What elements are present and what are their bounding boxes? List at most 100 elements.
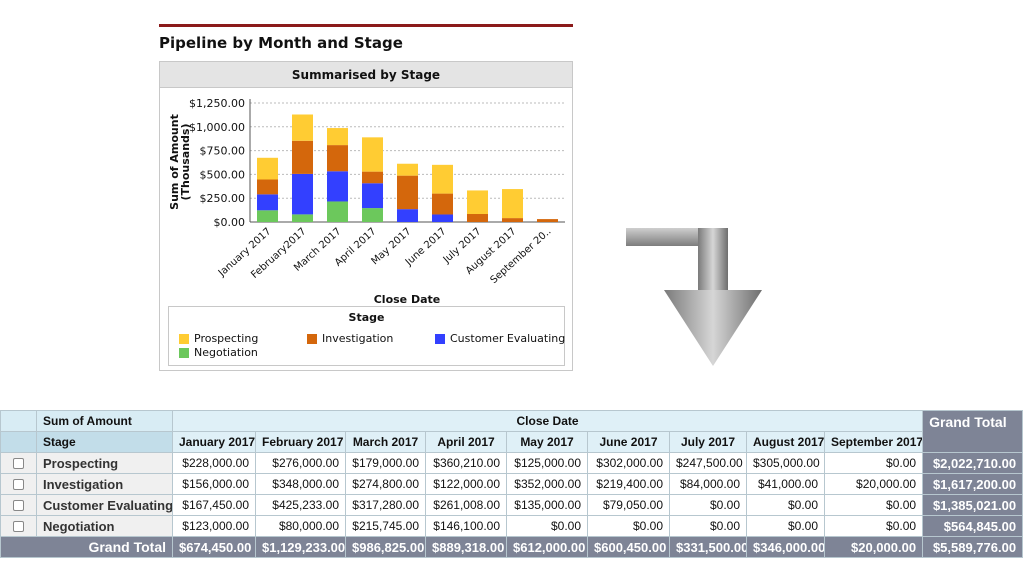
grand-total-row: Grand Total $674,450.00 $1,129,233.00 $9… xyxy=(0,536,1024,558)
table-row[interactable]: Customer Evaluating $167,450.00 $425,233.0… xyxy=(0,494,1024,516)
bar-segment-investigation xyxy=(467,214,488,222)
stage-name-cell: Investigation xyxy=(36,473,173,495)
report-title: Pipeline by Month and Stage xyxy=(159,34,403,52)
amount-cell: $425,233.00 xyxy=(255,494,346,516)
amount-cell: $0.00 xyxy=(823,515,924,537)
amount-cell: $261,008.00 xyxy=(425,494,507,516)
amount-cell: $79,050.00 xyxy=(587,494,670,516)
table-row[interactable]: Negotiation $123,000.00 $80,000.00 $215,745… xyxy=(0,515,1024,537)
amount-cell: $41,000.00 xyxy=(746,473,825,495)
amount-cell: $274,800.00 xyxy=(345,473,426,495)
bar-segment-prospecting xyxy=(467,190,488,215)
title-rule xyxy=(159,24,573,27)
checkbox-icon[interactable] xyxy=(13,479,24,491)
row-checkbox-cell[interactable] xyxy=(0,494,37,516)
chart-header: Summarised by Stage xyxy=(160,62,572,88)
amount-cell: $0.00 xyxy=(669,515,747,537)
bar-segment-customer-evaluating xyxy=(257,194,278,211)
down-turn-arrow-icon xyxy=(626,228,762,366)
pivot-body: Prospecting $228,000.00 $276,000.00 $179,00… xyxy=(0,452,1024,537)
report-panel: Pipeline by Month and Stage xyxy=(159,24,573,52)
amount-cell: $135,000.00 xyxy=(506,494,588,516)
table-row[interactable]: Investigation $156,000.00 $348,000.00 $274,… xyxy=(0,473,1024,495)
chart-legend: Stage Prospecting Investigation Customer… xyxy=(168,306,565,366)
amount-cell: $0.00 xyxy=(823,494,924,516)
table-row[interactable]: Prospecting $228,000.00 $276,000.00 $179,00… xyxy=(0,452,1024,474)
x-tick-label: September 20.. xyxy=(489,226,554,286)
bar-segment-small xyxy=(537,219,558,222)
legend-item-customer-evaluating: Customer Evaluating xyxy=(435,332,565,345)
row-grand-total-cell: $1,617,200.00 xyxy=(922,473,1024,495)
bar-segment-negotiation xyxy=(327,201,348,222)
checkbox-icon[interactable] xyxy=(13,500,24,512)
stage-header: Stage xyxy=(36,431,173,453)
legend-swatch xyxy=(435,333,445,344)
amount-cell: $146,100.00 xyxy=(425,515,507,537)
pivot-table: Sum of Amount Close Date Grand Total Sta… xyxy=(0,410,1024,558)
month-header: May 2017 xyxy=(506,431,588,453)
table-header-row-2: Stage January 2017 February 2017 March 2… xyxy=(0,431,1023,453)
legend-item-prospecting: Prospecting xyxy=(179,332,258,345)
amount-cell: $228,000.00 xyxy=(172,452,256,474)
stage-name-cell: Prospecting xyxy=(36,452,173,474)
stage-name-cell: Negotiation xyxy=(36,515,173,537)
sum-of-amount-header: Sum of Amount xyxy=(36,410,173,432)
row-checkbox-cell[interactable] xyxy=(0,473,37,495)
month-header: April 2017 xyxy=(425,431,507,453)
legend-label: Investigation xyxy=(322,332,394,345)
stacked-bar-chart: $1,250.00 $1,000.00 $750.00 $500.00 $250.00 $… xyxy=(168,97,565,306)
close-date-header: Close Date xyxy=(171,410,924,432)
amount-cell: $0.00 xyxy=(587,515,670,537)
amount-cell: $360,210.00 xyxy=(425,452,507,474)
legend-label: Customer Evaluating xyxy=(450,332,566,345)
legend-label: Prospecting xyxy=(194,332,259,345)
bar-segment-investigation xyxy=(327,145,348,172)
amount-cell: $0.00 xyxy=(746,515,825,537)
grand-total-cell: $1,129,233.00 xyxy=(255,536,346,558)
amount-cell: $123,000.00 xyxy=(172,515,256,537)
amount-cell: $219,400.00 xyxy=(587,473,670,495)
amount-cell: $348,000.00 xyxy=(255,473,346,495)
grand-total-cell: $331,500.00 xyxy=(669,536,747,558)
header-spacer xyxy=(0,410,37,432)
header-spacer xyxy=(0,431,37,453)
month-header: February 2017 xyxy=(255,431,346,453)
grand-total-cell: $889,318.00 xyxy=(425,536,507,558)
row-grand-total-cell: $564,845.00 xyxy=(922,515,1024,537)
bar-segment-customer-evaluating xyxy=(292,173,313,215)
amount-cell: $302,000.00 xyxy=(587,452,670,474)
amount-cell: $352,000.00 xyxy=(506,473,588,495)
bar-segment-prospecting xyxy=(327,128,348,146)
month-header: March 2017 xyxy=(345,431,426,453)
bar-segment-prospecting xyxy=(257,157,278,180)
month-header: August 2017 xyxy=(746,431,825,453)
row-grand-total-cell: $1,385,021.00 xyxy=(922,494,1024,516)
checkbox-icon[interactable] xyxy=(13,458,24,470)
legend-title: Stage xyxy=(348,311,385,324)
bar-segment-investigation xyxy=(362,171,383,184)
y-tick-label: $250.00 xyxy=(200,192,246,205)
bar-segment-prospecting xyxy=(502,189,523,219)
row-checkbox-cell[interactable] xyxy=(0,515,37,537)
amount-cell: $0.00 xyxy=(823,452,924,474)
y-tick-label: $500.00 xyxy=(200,168,246,181)
amount-cell: $156,000.00 xyxy=(172,473,256,495)
legend-label: Negotiation xyxy=(194,346,258,359)
bar-segment-investigation xyxy=(257,179,278,195)
month-header: January 2017 xyxy=(172,431,256,453)
y-tick-label: $0.00 xyxy=(214,216,246,229)
grand-grand-total-cell: $5,589,776.00 xyxy=(922,536,1024,558)
checkbox-icon[interactable] xyxy=(13,521,24,533)
y-axis-title: (Thousands) xyxy=(179,124,192,201)
grand-total-column-header: Grand Total xyxy=(922,410,1024,453)
bar-segment-investigation xyxy=(502,218,523,222)
row-checkbox-cell[interactable] xyxy=(0,452,37,474)
y-tick-label: $750.00 xyxy=(200,145,246,158)
legend-swatch xyxy=(179,347,189,358)
bar-segment-prospecting xyxy=(432,164,453,194)
stage-name-cell: Customer Evaluating xyxy=(36,494,173,516)
table-header-row-1: Sum of Amount Close Date Grand Total xyxy=(0,410,1024,453)
amount-cell: $0.00 xyxy=(669,494,747,516)
bar-segment-prospecting xyxy=(397,163,418,176)
month-header: July 2017 xyxy=(669,431,747,453)
